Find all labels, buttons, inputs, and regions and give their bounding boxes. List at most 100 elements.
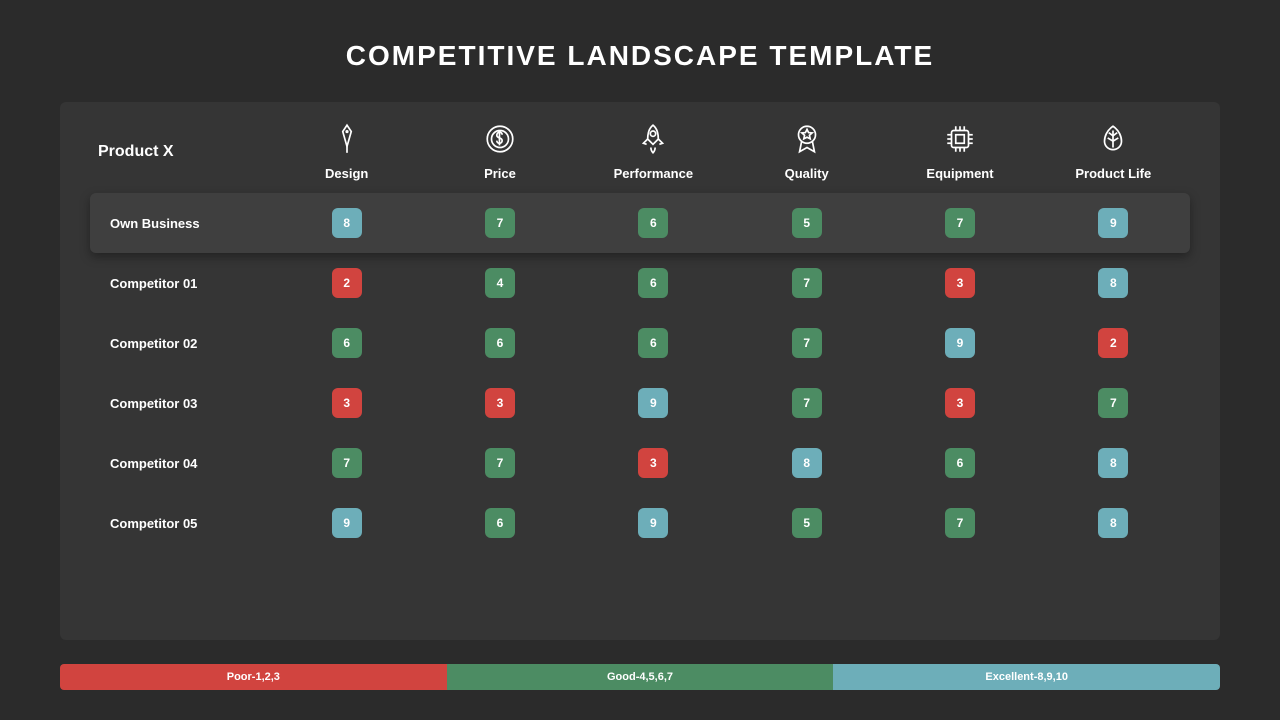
score-cell: 7 — [883, 508, 1036, 538]
table-header: Product X Design Price Performance Quali… — [90, 122, 1190, 181]
score-chip: 6 — [638, 328, 668, 358]
score-cell: 7 — [423, 208, 576, 238]
score-cell: 4 — [423, 268, 576, 298]
rocket-icon — [636, 122, 670, 156]
ribbon-icon — [790, 122, 824, 156]
score-chip: 6 — [485, 328, 515, 358]
row-label: Competitor 01 — [90, 276, 270, 291]
score-chip: 8 — [1098, 268, 1128, 298]
score-cell: 5 — [730, 208, 883, 238]
column-label: Equipment — [926, 166, 993, 181]
score-cell: 6 — [577, 208, 730, 238]
page-title: COMPETITIVE LANDSCAPE TEMPLATE — [60, 40, 1220, 72]
column-header: Product Life — [1037, 122, 1190, 181]
score-chip: 9 — [1098, 208, 1128, 238]
score-cell: 7 — [730, 268, 883, 298]
score-chip: 3 — [638, 448, 668, 478]
score-cell: 8 — [1037, 448, 1190, 478]
score-cell: 2 — [270, 268, 423, 298]
score-cell: 6 — [577, 268, 730, 298]
score-cell: 8 — [1037, 268, 1190, 298]
corner-label: Product X — [90, 143, 270, 161]
table-row: Own Business876579 — [90, 193, 1190, 253]
column-header: Price — [423, 122, 576, 181]
row-label: Competitor 05 — [90, 516, 270, 531]
score-chip: 7 — [485, 208, 515, 238]
legend-segment: Poor-1,2,3 — [60, 664, 447, 690]
score-chip: 7 — [332, 448, 362, 478]
score-chip: 3 — [485, 388, 515, 418]
column-label: Quality — [785, 166, 829, 181]
column-label: Performance — [614, 166, 693, 181]
score-chip: 2 — [332, 268, 362, 298]
score-chip: 6 — [485, 508, 515, 538]
score-cell: 7 — [270, 448, 423, 478]
score-chip: 9 — [332, 508, 362, 538]
score-chip: 3 — [945, 388, 975, 418]
score-chip: 9 — [945, 328, 975, 358]
score-chip: 7 — [792, 328, 822, 358]
score-cell: 3 — [423, 388, 576, 418]
legend-segment: Good-4,5,6,7 — [447, 664, 834, 690]
pen-icon — [330, 122, 364, 156]
score-cell: 3 — [883, 268, 1036, 298]
table-body: Own Business876579Competitor 01246738Com… — [90, 193, 1190, 553]
score-cell: 7 — [730, 388, 883, 418]
score-chip: 6 — [945, 448, 975, 478]
score-chip: 4 — [485, 268, 515, 298]
table-row: Competitor 02666792 — [90, 313, 1190, 373]
legend: Poor-1,2,3Good-4,5,6,7Excellent-8,9,10 — [60, 664, 1220, 690]
score-cell: 8 — [270, 208, 423, 238]
score-chip: 6 — [638, 268, 668, 298]
score-chip: 3 — [945, 268, 975, 298]
score-cell: 6 — [270, 328, 423, 358]
score-chip: 8 — [1098, 448, 1128, 478]
column-header: Design — [270, 122, 423, 181]
score-cell: 3 — [883, 388, 1036, 418]
score-chip: 2 — [1098, 328, 1128, 358]
score-chip: 7 — [485, 448, 515, 478]
score-chip: 5 — [792, 508, 822, 538]
column-header: Performance — [577, 122, 730, 181]
table-row: Competitor 05 9 6 9 5 7 8 — [90, 493, 1190, 553]
score-cell: 2 — [1037, 328, 1190, 358]
row-label: Competitor 03 — [90, 396, 270, 411]
chip-icon — [943, 122, 977, 156]
row-label: Competitor 02 — [90, 336, 270, 351]
score-chip: 6 — [638, 208, 668, 238]
leaf-icon — [1096, 122, 1130, 156]
score-cell: 7 — [730, 328, 883, 358]
table-row: Competitor 03339737 — [90, 373, 1190, 433]
score-cell: 9 — [883, 328, 1036, 358]
score-chip: 5 — [792, 208, 822, 238]
score-cell: 7 — [1037, 388, 1190, 418]
score-chip: 8 — [1098, 508, 1128, 538]
score-cell: 7 — [423, 448, 576, 478]
score-cell: 3 — [270, 388, 423, 418]
score-cell: 9 — [270, 508, 423, 538]
score-cell: 5 — [730, 508, 883, 538]
score-cell: 8 — [730, 448, 883, 478]
dollar-icon — [483, 122, 517, 156]
column-label: Design — [325, 166, 368, 181]
score-cell: 6 — [423, 508, 576, 538]
row-label: Competitor 04 — [90, 456, 270, 471]
comparison-panel: Product X Design Price Performance Quali… — [60, 102, 1220, 640]
score-cell: 9 — [577, 508, 730, 538]
score-chip: 7 — [945, 508, 975, 538]
score-chip: 7 — [792, 388, 822, 418]
score-chip: 7 — [792, 268, 822, 298]
column-header: Equipment — [883, 122, 1036, 181]
score-chip: 8 — [332, 208, 362, 238]
score-cell: 8 — [1037, 508, 1190, 538]
score-cell: 6 — [577, 328, 730, 358]
column-label: Product Life — [1075, 166, 1151, 181]
score-chip: 9 — [638, 508, 668, 538]
score-chip: 7 — [1098, 388, 1128, 418]
score-cell: 6 — [423, 328, 576, 358]
score-chip: 7 — [945, 208, 975, 238]
score-chip: 3 — [332, 388, 362, 418]
table-row: Competitor 04 7 7 3 8 6 8 — [90, 433, 1190, 493]
score-cell: 3 — [577, 448, 730, 478]
score-cell: 6 — [883, 448, 1036, 478]
